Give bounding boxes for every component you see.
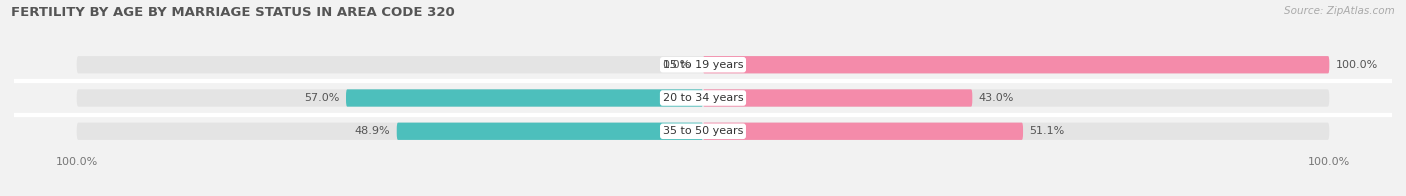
Text: FERTILITY BY AGE BY MARRIAGE STATUS IN AREA CODE 320: FERTILITY BY AGE BY MARRIAGE STATUS IN A… [11, 6, 456, 19]
FancyBboxPatch shape [396, 123, 703, 140]
Text: 57.0%: 57.0% [304, 93, 340, 103]
FancyBboxPatch shape [703, 123, 1024, 140]
Text: 43.0%: 43.0% [979, 93, 1014, 103]
FancyBboxPatch shape [346, 89, 703, 107]
Text: 51.1%: 51.1% [1029, 126, 1064, 136]
FancyBboxPatch shape [703, 56, 1329, 73]
Text: 48.9%: 48.9% [354, 126, 391, 136]
Text: 35 to 50 years: 35 to 50 years [662, 126, 744, 136]
FancyBboxPatch shape [77, 123, 1329, 140]
FancyBboxPatch shape [77, 56, 1329, 73]
FancyBboxPatch shape [77, 89, 1329, 107]
Text: 20 to 34 years: 20 to 34 years [662, 93, 744, 103]
Text: 15 to 19 years: 15 to 19 years [662, 60, 744, 70]
Text: Source: ZipAtlas.com: Source: ZipAtlas.com [1284, 6, 1395, 16]
Text: 0.0%: 0.0% [662, 60, 690, 70]
FancyBboxPatch shape [703, 89, 973, 107]
Text: 100.0%: 100.0% [1336, 60, 1378, 70]
